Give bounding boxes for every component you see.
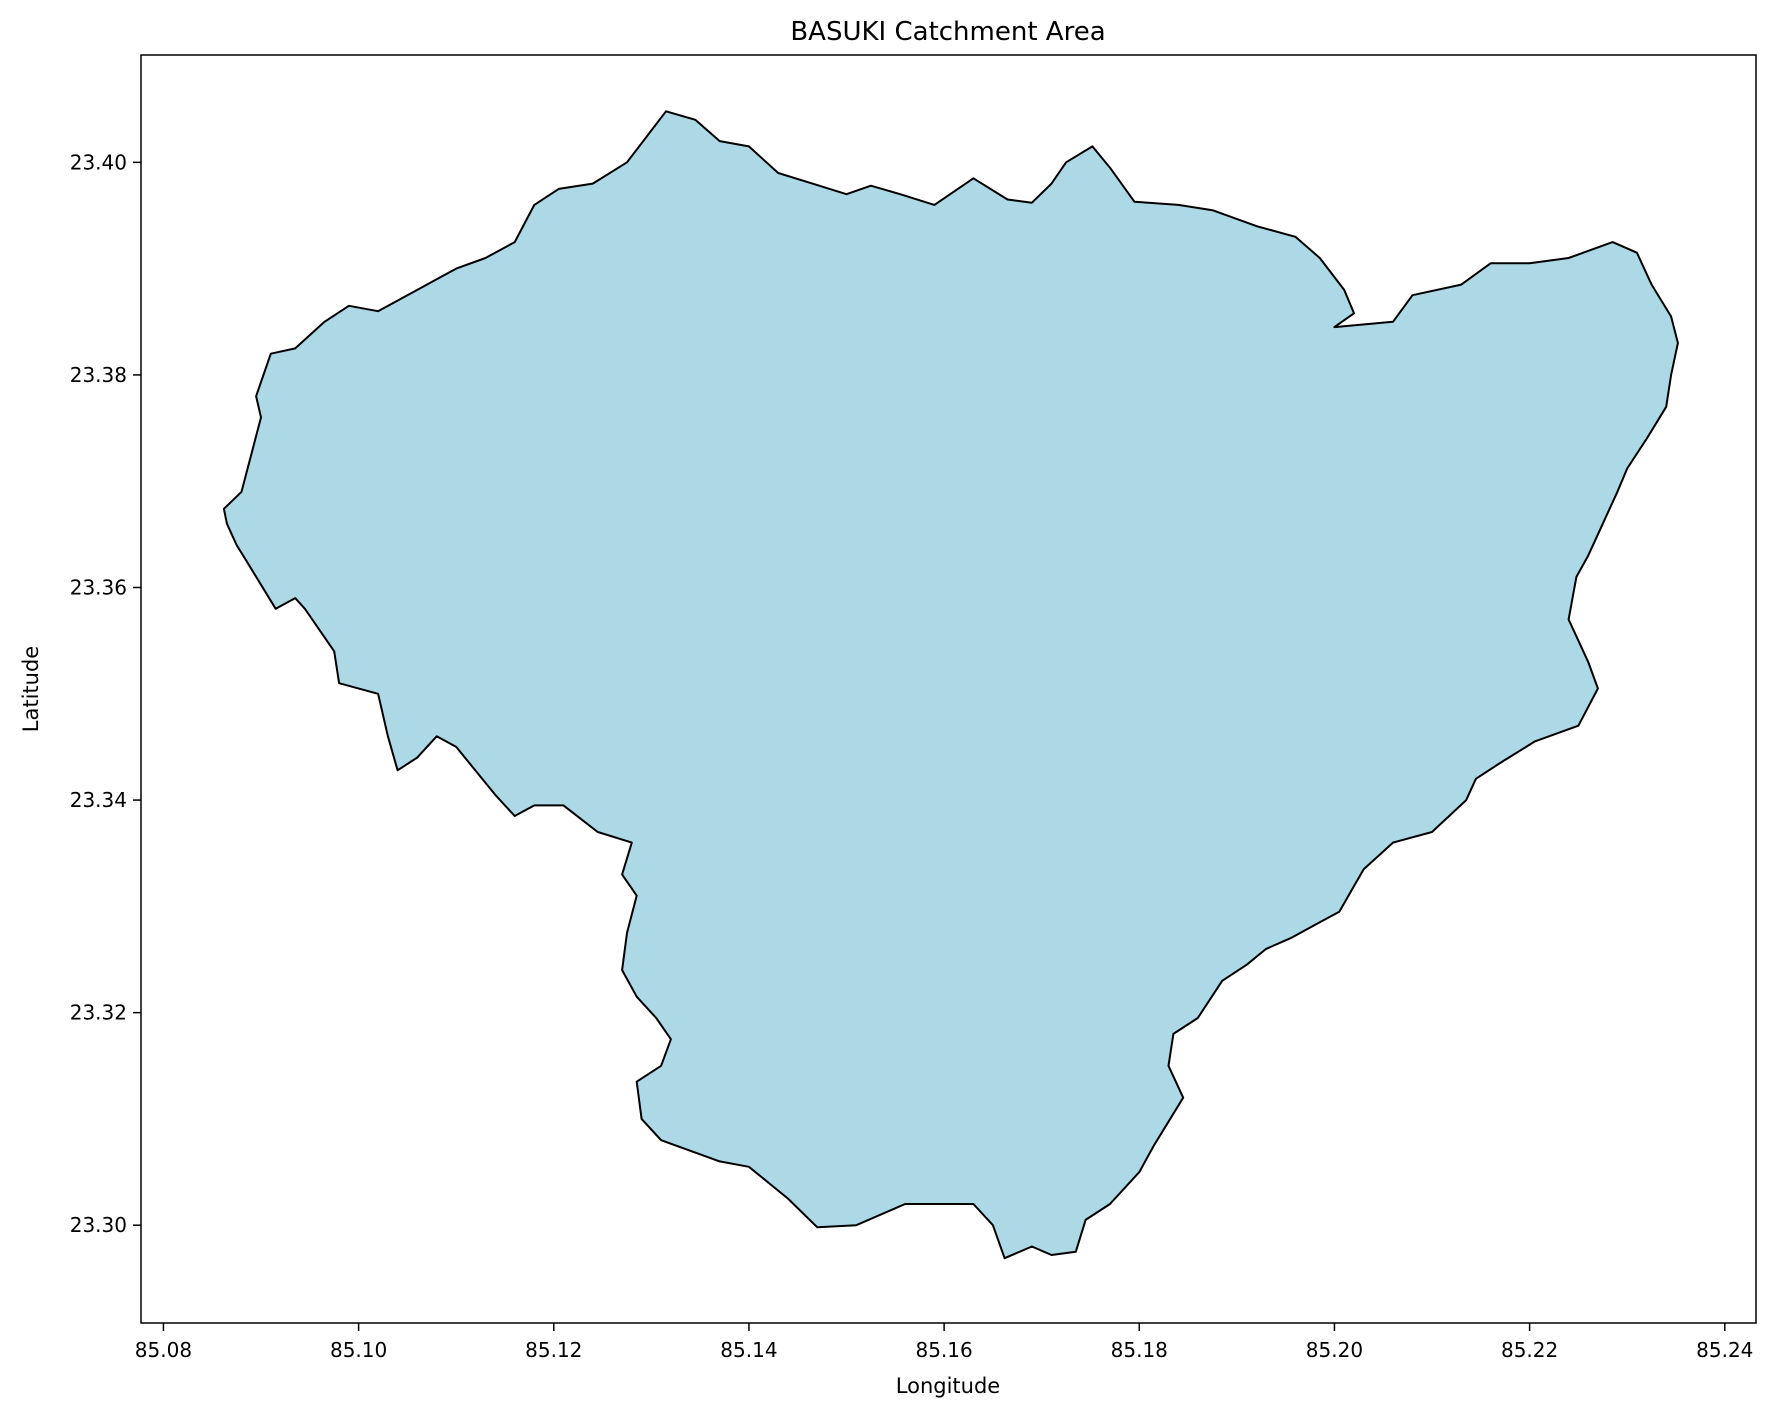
x-tick-label: 85.16 <box>915 1338 972 1362</box>
y-tick-label: 23.34 <box>70 788 127 812</box>
x-axis-label: Longitude <box>896 1374 1000 1398</box>
x-tick-label: 85.12 <box>525 1338 582 1362</box>
y-tick-label: 23.40 <box>70 150 127 174</box>
x-axis: 85.08 85.10 85.12 85.14 85.16 85.18 85.20 85.22… <box>135 1323 1753 1362</box>
x-tick-label: 85.20 <box>1306 1338 1363 1362</box>
y-tick-label: 23.32 <box>70 1001 127 1025</box>
x-tick-label: 85.18 <box>1111 1338 1168 1362</box>
x-tick-label: 85.14 <box>720 1338 777 1362</box>
x-tick-label: 85.08 <box>135 1338 192 1362</box>
x-tick-label: 85.22 <box>1501 1338 1558 1362</box>
y-axis: 23.30 23.32 23.34 23.36 23.38 23.40 <box>70 150 141 1237</box>
x-tick-label: 85.10 <box>330 1338 387 1362</box>
catchment-area-polygon <box>222 110 1679 1260</box>
y-tick-label: 23.30 <box>70 1213 127 1237</box>
plot-area <box>140 54 1757 1324</box>
y-axis-label: Latitude <box>19 646 43 732</box>
y-tick-label: 23.38 <box>70 363 127 387</box>
y-tick-label: 23.36 <box>70 575 127 599</box>
x-tick-label: 85.24 <box>1696 1338 1753 1362</box>
map-title: BASUKI Catchment Area <box>790 17 1105 47</box>
